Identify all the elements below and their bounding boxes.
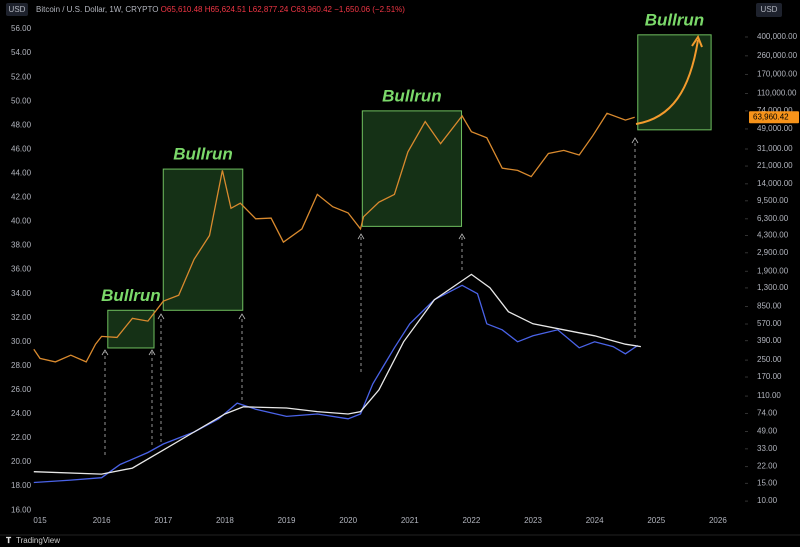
right-axis-bg	[745, 0, 800, 535]
y-tick-label: 52.00	[11, 72, 32, 81]
symbol: Bitcoin / U.S. Dollar, 1W, CRYPTO	[36, 5, 158, 14]
price-label: 63,960.42	[753, 112, 789, 121]
open: O65,610.48	[161, 5, 203, 14]
x-tick-label: 2023	[524, 516, 542, 525]
y2-tick-label: 570.00	[757, 319, 782, 328]
y2-tick-label: 400,000.00	[757, 32, 798, 41]
y-tick-label: 56.00	[11, 24, 32, 33]
y-tick-label: 16.00	[11, 505, 32, 514]
y-tick-label: 26.00	[11, 385, 32, 394]
y2-tick-label: 850.00	[757, 302, 782, 311]
series-line	[33, 273, 641, 475]
y-tick-label: 44.00	[11, 169, 32, 178]
y2-tick-label: 9,500.00	[757, 196, 789, 205]
y-tick-label: 24.00	[11, 409, 32, 418]
unit-right[interactable]: USD	[761, 5, 778, 14]
arrow-heads	[101, 137, 639, 356]
price-label-box	[749, 111, 799, 124]
bullrun-label: Bullrun	[173, 145, 233, 164]
y2-tick-label: 31,000.00	[757, 144, 793, 153]
unit-left: USD	[9, 5, 26, 14]
y2-tick-label: 74.00	[757, 409, 778, 418]
y-tick-label: 38.00	[11, 241, 32, 250]
y-tick-label: 50.00	[11, 96, 32, 105]
y2-tick-label: 250.00	[757, 355, 782, 364]
x-tick-label: 2021	[401, 516, 419, 525]
unit-box	[6, 3, 28, 16]
low: L62,877.24	[248, 5, 289, 14]
bullrun-box	[107, 309, 155, 349]
projection-arrowhead	[691, 34, 703, 48]
y-tick-label: 30.00	[11, 337, 32, 346]
y2-tick-label: 1,900.00	[757, 266, 789, 275]
y-tick-label: 40.00	[11, 217, 32, 226]
y-tick-label: 20.00	[11, 457, 32, 466]
series-line	[33, 112, 635, 363]
y2-tick-label: 49,000.00	[757, 124, 793, 133]
y-tick-label: 46.00	[11, 144, 32, 153]
y2-tick-label: 260,000.00	[757, 51, 798, 60]
x-tick-label: 2025	[647, 516, 665, 525]
y2-tick-label: 6,300.00	[757, 214, 789, 223]
lines	[33, 112, 641, 484]
unit-box[interactable]	[756, 3, 782, 17]
y2-tick-label: 33.00	[757, 444, 778, 453]
change: −1,650.06 (−2.51%)	[334, 5, 405, 14]
x-tick-label: 015	[33, 516, 47, 525]
y-tick-label: 42.00	[11, 193, 32, 202]
y2-tick-label: 22.00	[757, 462, 778, 471]
close: C63,960.42	[291, 5, 333, 14]
high: H65,624.51	[205, 5, 247, 14]
bullrun-label: Bullrun	[101, 286, 161, 305]
projection-arrow	[635, 39, 699, 125]
y-tick-label: 34.00	[11, 289, 32, 298]
x-tick-label: 2017	[154, 516, 172, 525]
legend-header: Bitcoin / U.S. Dollar, 1W, CRYPTO O65,61…	[36, 5, 405, 14]
bullrun-label: Bullrun	[382, 86, 442, 105]
y2-tick-label: 4,300.00	[757, 231, 789, 240]
y2-tick-label: 10.00	[757, 496, 778, 505]
y2-tick-label: 110,000.00	[757, 89, 797, 98]
y2-tick-label: 390.00	[757, 336, 782, 345]
y2-tick-label: 170.00	[757, 372, 782, 381]
series-line	[33, 284, 639, 484]
axes: 015 2016 2017 2018 2019 2020 2021 2022 2023 2024 2…	[11, 24, 799, 525]
y2-tick-label: 15.00	[757, 478, 778, 487]
y-tick-label: 28.00	[11, 361, 32, 370]
x-tick-label: 2026	[709, 516, 727, 525]
y2-tick-label: 74,000.00	[757, 106, 793, 115]
y2-tick-label: 2,900.00	[757, 248, 789, 257]
footer-brand: TradingView	[16, 536, 60, 545]
y2-tick-label: 1,300.00	[757, 283, 789, 292]
x-tick-label: 2024	[586, 516, 604, 525]
x-tick-label: 2020	[339, 516, 357, 525]
bullrun-box	[637, 34, 712, 131]
dashed-arrows	[104, 140, 636, 455]
y-tick-label: 22.00	[11, 433, 32, 442]
y2-tick-label: 49.00	[757, 427, 778, 436]
regions: Bullrun Bullrun Bullrun Bullrun	[101, 10, 712, 349]
bullrun-box	[162, 168, 244, 311]
x-tick-label: 2022	[462, 516, 480, 525]
bullrun-label: Bullrun	[645, 10, 705, 29]
y-tick-label: 54.00	[11, 48, 32, 57]
x-tick-label: 2016	[93, 516, 111, 525]
logo-mark: 𝐓	[6, 536, 12, 545]
y-tick-label: 32.00	[11, 313, 32, 322]
x-tick-label: 2019	[278, 516, 296, 525]
y2-tick-label: 110.00	[757, 391, 781, 400]
y-tick-label: 36.00	[11, 265, 32, 274]
y2-tick-label: 21,000.00	[757, 161, 793, 170]
bullrun-box	[361, 110, 463, 227]
y-tick-label: 18.00	[11, 481, 32, 490]
x-tick-label: 2018	[216, 516, 234, 525]
y2-tick-label: 170,000.00	[757, 70, 798, 79]
y2-tick-label: 14,000.00	[757, 179, 793, 188]
y-tick-label: 48.00	[11, 120, 32, 129]
